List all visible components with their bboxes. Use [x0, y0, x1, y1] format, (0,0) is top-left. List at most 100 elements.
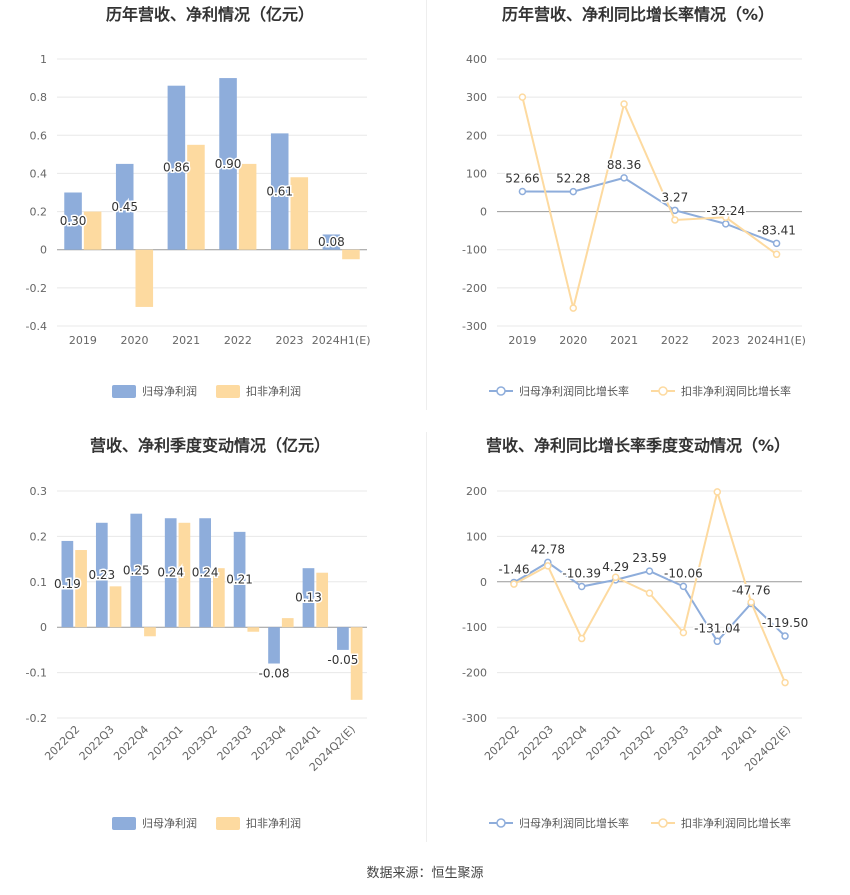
data-label: 88.36: [607, 158, 641, 172]
legend-swatch-1: [112, 385, 136, 398]
y-tick-label: 400: [466, 53, 487, 66]
series-line-2: [521, 96, 778, 309]
bar-1: [233, 531, 246, 628]
bar-2: [350, 627, 363, 700]
chart-1: 历年营收、净利情况（亿元） 1 0.8 0.6 0.4 0.2 0 -0.2 -0.4 2019 2…: [26, 5, 371, 398]
data-label: 23.59: [632, 551, 666, 565]
x-tick-label: 2020: [559, 334, 587, 347]
chart-3: 营收、净利季度变动情况（亿元）0.30.20.10-0.1-0.22022Q22…: [26, 436, 367, 830]
bar-1: [219, 78, 237, 250]
y-tick-label: 0.6: [30, 129, 48, 142]
legend-marker-1: [496, 818, 506, 828]
data-point-1: [722, 220, 730, 228]
legend-marker-2: [658, 386, 668, 396]
x-tick-label: 2019: [69, 334, 97, 347]
x-tick-label: 2023Q2: [180, 723, 220, 763]
bar-2: [75, 550, 87, 628]
y-tick-label: 1: [40, 53, 47, 66]
bar-2: [144, 627, 156, 637]
data-label: -10.39: [562, 567, 601, 581]
data-label: -10.06: [664, 566, 703, 580]
x-tick-label: 2023: [712, 334, 740, 347]
data-point-1: [569, 187, 577, 196]
legend-swatch-2: [216, 817, 240, 830]
data-point-2: [569, 304, 577, 312]
x-tick-label: 2023: [276, 334, 304, 347]
x-tick-label: 2022Q2: [42, 723, 82, 763]
bar-1: [337, 627, 349, 650]
bar-2: [238, 163, 257, 250]
data-label: 0.19: [54, 577, 81, 591]
data-label: 0.25: [123, 563, 150, 577]
chart-title: 历年营收、净利同比增长率情况（%）: [502, 5, 774, 24]
x-tick-label: 2024H1(E): [747, 334, 806, 347]
data-point-1: [679, 582, 688, 591]
chart-title: 营收、净利季度变动情况（亿元）: [90, 436, 330, 455]
legend-label: 扣非净利润同比增长率: [681, 384, 791, 398]
data-label: 4.29: [602, 560, 629, 574]
x-tick-label: 2023Q4: [249, 723, 289, 763]
legend-label: 扣非净利润同比增长率: [681, 816, 791, 830]
chart-title: 历年营收、净利情况（亿元）: [106, 5, 314, 24]
divider-bottom: [426, 432, 427, 842]
data-label: -0.08: [259, 667, 290, 681]
chart-2: 历年营收、净利同比增长率情况（%） 400 300 200 100 0 -100 -200 -3…: [462, 5, 806, 398]
y-tick-label: -0.4: [26, 320, 47, 333]
data-label: -32.24: [706, 204, 745, 218]
data-label: 0.08: [318, 235, 345, 249]
y-tick-label: -200: [462, 667, 487, 680]
data-label: -47.76: [732, 583, 771, 597]
legend-swatch-1: [112, 817, 136, 830]
legend-marker-2: [658, 818, 668, 828]
divider-top: [426, 0, 427, 410]
x-tick-label: 2022: [224, 334, 252, 347]
y-tick-label: 300: [466, 91, 487, 104]
data-label: 0.45: [111, 200, 138, 214]
x-tick-label: 2023Q2: [618, 723, 658, 763]
x-tick-label: 2023Q1: [146, 723, 186, 763]
x-tick-label: 2022Q3: [516, 723, 556, 763]
data-label: 0.21: [226, 573, 253, 587]
data-label: -83.41: [757, 223, 796, 237]
data-point-1: [577, 582, 586, 591]
legend-label: 扣非净利润: [246, 816, 301, 830]
chart-title: 营收、净利同比增长率季度变动情况（%）: [486, 436, 790, 455]
data-point-2: [518, 93, 527, 101]
data-point-2: [544, 562, 552, 570]
data-label: 0.24: [157, 566, 184, 580]
y-tick-label: 0: [40, 244, 47, 257]
data-label: 0.61: [266, 185, 293, 199]
x-tick-label: 2022Q3: [77, 723, 117, 763]
data-source: 数据来源：恒生聚源: [366, 866, 484, 881]
legend-label: 扣非净利润: [246, 384, 301, 398]
y-tick-label: -0.2: [26, 282, 47, 295]
data-label: -1.46: [498, 562, 529, 576]
data-point-2: [620, 100, 628, 108]
data-point-2: [713, 488, 722, 496]
data-point-2: [679, 628, 688, 637]
bar-2: [187, 144, 205, 250]
data-label: -131.04: [694, 621, 740, 635]
bar-1: [270, 133, 289, 250]
y-tick-label: -300: [462, 712, 487, 725]
x-tick-label: 2023Q3: [651, 723, 691, 763]
y-tick-label: -0.2: [26, 712, 47, 725]
data-label: 0.23: [88, 568, 115, 582]
y-tick-label: -200: [462, 282, 487, 295]
data-point-2: [772, 250, 781, 259]
legend-label: 归母净利润同比增长率: [519, 384, 629, 398]
data-label: 0.90: [215, 157, 242, 171]
data-label: 52.66: [505, 171, 539, 185]
bar-1: [130, 513, 143, 628]
legend-marker-1: [496, 386, 506, 396]
chart-4: 营收、净利同比增长率季度变动情况（%）2001000-100-200-30020…: [462, 436, 810, 830]
data-point-1: [671, 206, 679, 215]
x-tick-label: 2021: [172, 334, 200, 347]
bar-2: [342, 249, 360, 260]
data-point-1: [772, 239, 781, 248]
x-tick-label: 2022Q4: [111, 723, 151, 763]
bar-1: [115, 163, 134, 250]
bar-2: [83, 211, 102, 250]
legend-label: 归母净利润同比增长率: [519, 816, 629, 830]
